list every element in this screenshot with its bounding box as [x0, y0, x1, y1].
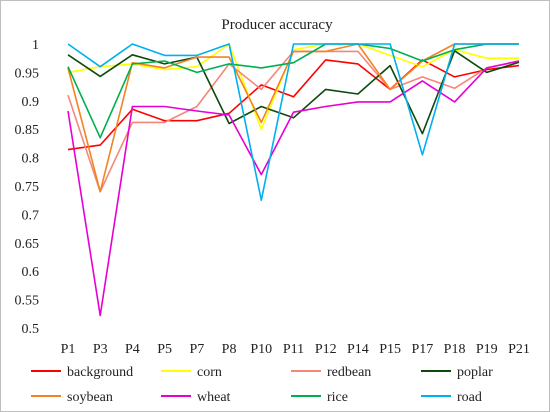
y-axis: 0.5 0.55 0.6 0.65 0.7 0.75 0.8 0.85 0.9 0.95 1	[15, 38, 40, 337]
x-tick-label: P15	[379, 342, 401, 357]
x-axis: P1 P3 P4 P5 P7 P8 P10 P11 P12 P14 P15 P17 P18 P19 P21	[61, 342, 530, 357]
legend-label-soybean: soybean	[67, 390, 113, 405]
x-tick-label: P5	[157, 342, 172, 357]
series-line-redbean	[67, 50, 520, 193]
y-tick-label: 0.7	[22, 208, 40, 223]
x-tick-label: P3	[93, 342, 108, 357]
x-tick-label: P8	[222, 342, 237, 357]
y-tick-label: 0.6	[22, 265, 40, 280]
x-tick-label: P1	[61, 342, 76, 357]
x-tick-label: P18	[444, 342, 466, 357]
legend-label-wheat: wheat	[197, 390, 231, 405]
x-tick-label: P12	[315, 342, 337, 357]
x-tick-label: P7	[189, 342, 204, 357]
y-tick-label: 0.5	[22, 322, 40, 337]
series-line-corn	[67, 43, 519, 130]
legend-label-road: road	[457, 390, 482, 405]
y-tick-label: 0.8	[22, 152, 40, 167]
series-line-road	[67, 43, 519, 201]
y-tick-label: 0.55	[15, 294, 40, 309]
legend: background corn redbean poplar soybean wheat r…	[31, 365, 493, 405]
x-tick-label: P14	[347, 342, 369, 357]
series-line-wheat	[67, 60, 520, 317]
legend-label-redbean: redbean	[327, 365, 371, 380]
y-tick-label: 1	[32, 38, 39, 53]
x-tick-label: P17	[411, 342, 433, 357]
x-tick-label: P11	[283, 342, 304, 357]
y-tick-label: 0.75	[15, 180, 40, 195]
legend-label-poplar: poplar	[457, 365, 493, 380]
y-tick-label: 0.95	[15, 66, 40, 81]
x-tick-label: P4	[125, 342, 140, 357]
y-tick-label: 0.9	[22, 95, 40, 110]
y-tick-label: 0.85	[15, 123, 40, 138]
legend-label-corn: corn	[197, 365, 222, 380]
series-line-soybean	[67, 43, 519, 193]
legend-label-rice: rice	[327, 390, 348, 405]
series-line-rice	[67, 43, 519, 139]
y-tick-label: 0.65	[15, 237, 40, 252]
legend-label-background: background	[67, 365, 133, 380]
series-line-background	[67, 59, 520, 151]
x-tick-label: P10	[250, 342, 272, 357]
x-tick-label: P19	[476, 342, 498, 357]
x-tick-label: P21	[508, 342, 530, 357]
series-lines	[67, 43, 520, 317]
chart-title: Producer accuracy	[221, 17, 333, 33]
